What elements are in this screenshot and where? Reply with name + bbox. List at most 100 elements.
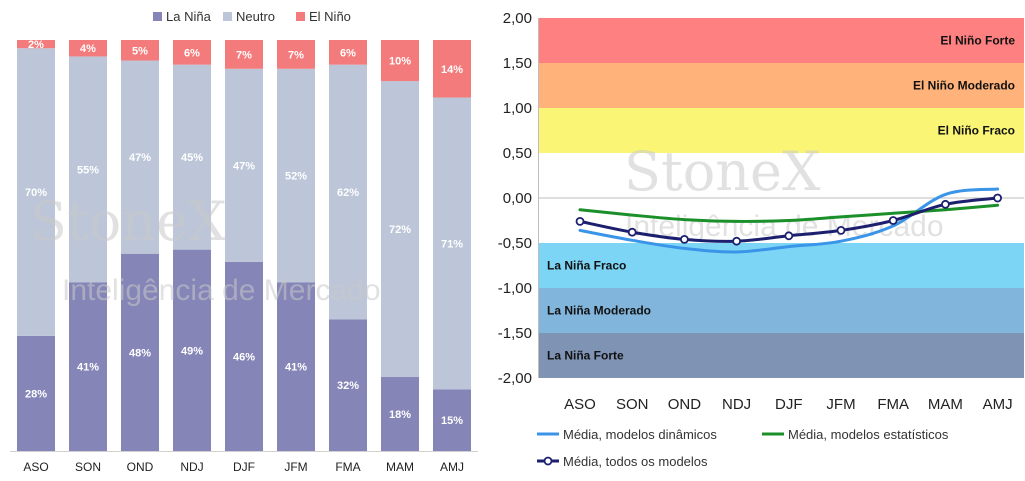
series-point — [575, 216, 585, 226]
bar-segment-neutro-djf — [225, 68, 263, 262]
legend-swatch — [153, 12, 162, 21]
bar-data-label: 15% — [441, 415, 463, 427]
bar-data-label: 4% — [80, 43, 96, 55]
bar-category-label: NDJ — [180, 460, 203, 474]
bar-segment-elnio-ond — [121, 40, 159, 61]
watermark-brand: StoneX — [30, 190, 227, 253]
bar-category-label: SON — [75, 460, 101, 474]
y-tick-label: -1,50 — [498, 325, 532, 342]
bar-segment-lania-mam — [381, 377, 419, 451]
series-point — [993, 193, 1002, 203]
bar-category-label: DJF — [233, 460, 255, 474]
y-tick-label: 0,00 — [503, 190, 532, 207]
band-label: El Niño Forte — [940, 34, 1015, 48]
intensity-band-el-ni-o-fraco — [538, 108, 1024, 153]
bar-data-label: 46% — [233, 351, 255, 363]
x-tick-label: JFM — [826, 396, 855, 413]
legend-marker — [543, 456, 553, 466]
bar-segment-neutro-amj — [433, 97, 471, 390]
x-tick-label: ASO — [564, 396, 596, 413]
legend-swatch — [296, 12, 305, 21]
bar-data-label: 52% — [285, 171, 307, 183]
bar-data-label: 47% — [129, 152, 151, 164]
y-tick-label: 1,50 — [503, 55, 532, 72]
bar-segment-lania-ndj — [173, 249, 211, 451]
bar-segment-neutro-ond — [121, 60, 159, 254]
bar-data-label: 55% — [77, 164, 99, 176]
bar-data-label: 47% — [233, 160, 255, 172]
bar-segment-elnio-djf — [225, 40, 263, 69]
bar-data-label: 45% — [181, 152, 203, 164]
bar-segment-elnio-son — [69, 40, 107, 57]
bar-segment-neutro-son — [69, 56, 107, 283]
watermark-tagline: Inteligência de Mercado — [62, 274, 381, 307]
series-line-1 — [578, 203, 1000, 223]
bar-segment-lania-aso — [17, 335, 55, 451]
bar-data-label: 71% — [441, 238, 463, 250]
x-tick-label: MAM — [928, 396, 963, 413]
bar-data-label: 18% — [389, 409, 411, 421]
bar-segment-lania-fma — [329, 319, 367, 451]
y-tick-label: 2,00 — [503, 10, 532, 27]
band-label: La Niña Fraco — [547, 259, 626, 273]
bar-category-label: ASO — [23, 460, 48, 474]
bar-data-label: 5% — [132, 45, 148, 57]
series-point — [836, 225, 846, 235]
legend-entry-label: La Niña — [166, 9, 212, 24]
bar-data-label: 70% — [25, 187, 47, 199]
bar-data-label: 7% — [288, 49, 304, 61]
series-point — [627, 227, 637, 237]
x-tick-label: SON — [616, 396, 649, 413]
watermark-brand: StoneX — [624, 140, 821, 203]
bar-segment-elnio-fma — [329, 40, 367, 65]
legend-entry-label: Média, modelos estatísticos — [788, 427, 949, 442]
y-tick-label: -1,00 — [498, 280, 532, 297]
series-point — [941, 199, 950, 209]
intensity-band-la-ni-a-forte — [538, 333, 1024, 378]
series-point — [732, 236, 741, 246]
bar-segment-neutro-mam — [381, 81, 419, 378]
bar-segment-lania-amj — [433, 389, 471, 451]
intensity-band-el-ni-o-forte — [538, 18, 1024, 63]
bar-segment-elnio-ndj — [173, 40, 211, 65]
bar-segment-neutro-fma — [329, 64, 367, 320]
series-point — [680, 234, 689, 244]
bar-data-label: 48% — [129, 347, 151, 359]
bar-segment-neutro-jfm — [277, 68, 315, 283]
band-label: La Niña Forte — [547, 349, 624, 363]
bar-category-label: FMA — [335, 460, 360, 474]
bar-category-label: OND — [127, 460, 154, 474]
legend-entry-label: Média, modelos dinâmicos — [563, 427, 717, 442]
bar-data-label: 6% — [184, 47, 200, 59]
bar-data-label: 28% — [25, 388, 47, 400]
bar-segment-lania-ond — [121, 253, 159, 451]
bar-data-label: 6% — [340, 47, 356, 59]
y-tick-label: 1,00 — [503, 100, 532, 117]
x-tick-label: AMJ — [983, 396, 1013, 413]
bar-data-label: 62% — [337, 187, 359, 199]
band-label: El Niño Moderado — [913, 79, 1015, 93]
bar-segment-elnio-jfm — [277, 40, 315, 69]
bar-segment-lania-djf — [225, 261, 263, 451]
bar-segment-elnio-mam — [381, 40, 419, 82]
bar-data-label: 2% — [28, 39, 44, 51]
bar-segment-neutro-ndj — [173, 64, 211, 250]
bar-data-label: 7% — [236, 49, 252, 61]
bar-data-label: 32% — [337, 380, 359, 392]
x-tick-label: NDJ — [722, 396, 751, 413]
intensity-band-la-ni-a-moderado — [538, 288, 1024, 333]
legend-entry-label: Neutro — [236, 9, 275, 24]
x-tick-label: OND — [668, 396, 702, 413]
series-point — [784, 231, 794, 241]
bar-data-label: 72% — [389, 224, 411, 236]
y-tick-label: -0,50 — [498, 235, 532, 252]
legend-entry-label: El Niño — [309, 9, 351, 24]
bar-category-label: MAM — [386, 460, 414, 474]
bar-segment-lania-son — [69, 282, 107, 451]
x-tick-label: FMA — [877, 396, 909, 413]
y-tick-label: -2,00 — [498, 370, 532, 387]
bar-segment-elnio-aso — [17, 40, 55, 49]
bar-data-label: 41% — [77, 362, 99, 374]
